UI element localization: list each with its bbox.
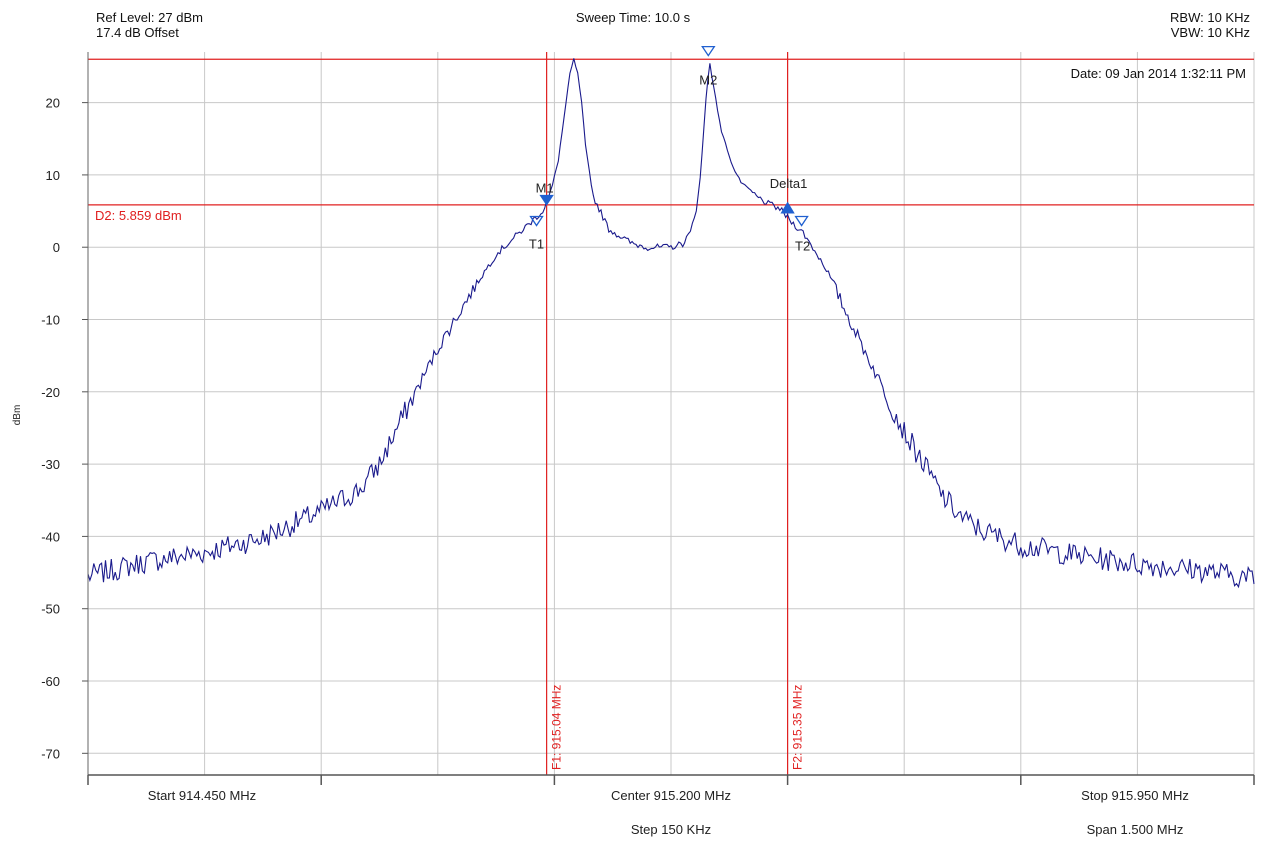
axis-layer: 20 10 0 -10 -20 -30 -40 -50 -60 -70 dBm Start 914.4… [12, 52, 1255, 837]
y-axis-title: dBm [12, 405, 23, 426]
x-start-label: Start 914.450 MHz [148, 788, 256, 803]
marker-label-m1: M1 [536, 181, 554, 196]
ref-level-text: Ref Level: 27 dBm [96, 10, 203, 25]
sweep-time-text: Sweep Time: 10.0 s [575, 10, 691, 25]
marker-label-t2: T2 [795, 239, 810, 254]
trace-layer [87, 58, 1255, 589]
freq-marker-label: F1: 915.04 MHz [550, 685, 564, 770]
x-span-label: Span 1.500 MHz [1087, 822, 1184, 837]
y-tick-label: -10 [41, 313, 60, 328]
grid [87, 52, 1255, 775]
freq-marker-label: F2: 915.35 MHz [791, 685, 805, 770]
rbw-text: RBW: 10 KHz [1170, 10, 1250, 25]
x-step-label: Step 150 KHz [631, 822, 711, 837]
y-tick-label: 20 [46, 96, 60, 111]
x-center-label: Center 915.200 MHz [611, 788, 731, 803]
d2-ref-label: D2: 5.859 dBm [95, 208, 182, 223]
y-tick-label: -70 [41, 746, 60, 761]
y-tick-label: -50 [41, 602, 60, 617]
y-tick-label: -20 [41, 385, 60, 400]
marker-symbol-m2 [701, 45, 716, 57]
y-tick-label: -60 [41, 674, 60, 689]
spectrum-trace [87, 58, 1255, 589]
reference-lines: D2: 5.859 dBm F1: 915.04 MHz F2: 915.35 MH… [88, 52, 1254, 775]
marker-symbol-delta1 [780, 201, 795, 214]
marker-layer: M1 T1 M2 Delta1 T2 [529, 45, 810, 254]
marker-label-m2: M2 [699, 73, 717, 88]
marker-label-delta1: Delta1 [770, 176, 808, 191]
y-tick-label: -30 [41, 457, 60, 472]
marker-symbol-t2 [794, 215, 809, 227]
marker-label-t1: T1 [529, 237, 544, 252]
y-tick-label: 10 [46, 168, 60, 183]
date-text: Date: 09 Jan 2014 1:32:11 PM [1070, 66, 1246, 81]
marker-symbol-m1 [539, 194, 554, 206]
y-tick-label: -40 [41, 529, 60, 544]
y-tick-label: 0 [53, 240, 60, 255]
vbw-text: VBW: 10 KHz [1170, 25, 1250, 40]
offset-text: 17.4 dB Offset [96, 25, 179, 40]
marker-symbol-t1 [529, 215, 544, 227]
x-stop-label: Stop 915.950 MHz [1081, 788, 1189, 803]
